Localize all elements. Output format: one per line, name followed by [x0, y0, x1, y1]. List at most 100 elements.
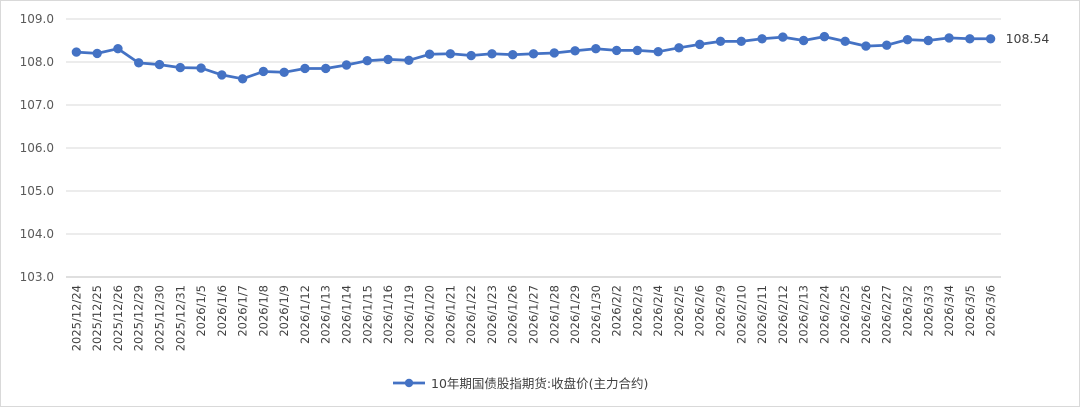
- x-tick-label: 2026/2/10: [734, 285, 748, 344]
- data-point: [611, 45, 622, 56]
- x-tick-label: 2026/1/21: [443, 285, 457, 344]
- data-point: [778, 32, 788, 42]
- data-point: [300, 63, 310, 74]
- data-point: [134, 58, 144, 68]
- data-point: [196, 63, 206, 73]
- data-point: [217, 70, 227, 80]
- x-tick-label: 2025/12/29: [132, 285, 146, 351]
- x-tick-label: 2025/12/31: [173, 285, 187, 351]
- data-point: [861, 41, 871, 51]
- x-tick-label: 2026/2/13: [797, 285, 811, 344]
- data-point: [92, 48, 102, 59]
- data-point: [237, 74, 248, 84]
- x-tick-label: 2026/1/19: [402, 285, 416, 344]
- data-point: [71, 47, 82, 57]
- data-point: [445, 49, 456, 59]
- data-point: [154, 59, 165, 70]
- data-point: [404, 55, 414, 65]
- data-point: [321, 63, 331, 74]
- data-point: [819, 31, 830, 42]
- legend-label: 10年期国债股指期货:收盘价(主力合约): [431, 376, 648, 391]
- data-point: [508, 49, 518, 60]
- data-point: [383, 54, 393, 65]
- data-point: [736, 36, 746, 47]
- x-tick-label: 2026/3/6: [984, 285, 998, 337]
- data-point: [113, 43, 123, 54]
- data-point: [923, 35, 933, 46]
- x-tick-label: 2026/2/12: [776, 285, 790, 344]
- x-tick-label: 2026/1/23: [485, 285, 499, 344]
- x-tick-label: 2026/1/20: [423, 285, 437, 344]
- data-point: [549, 48, 559, 58]
- x-tick-label: 2026/2/24: [817, 285, 831, 344]
- data-point: [840, 36, 850, 47]
- data-point: [570, 46, 580, 56]
- data-point: [341, 60, 352, 70]
- data-point: [757, 34, 767, 44]
- x-tick-label: 2026/2/4: [651, 285, 665, 337]
- y-tick-label: 103.0: [20, 270, 54, 284]
- x-tick-label: 2025/12/24: [69, 285, 83, 351]
- data-point: [279, 67, 289, 78]
- data-point: [882, 40, 892, 50]
- x-tick-label: 2026/3/5: [963, 285, 977, 337]
- x-tick-label: 2025/12/25: [90, 285, 104, 351]
- x-tick-label: 2026/2/9: [714, 285, 728, 337]
- data-point: [487, 49, 497, 59]
- x-tick-label: 2026/1/28: [547, 285, 561, 344]
- data-point: [424, 49, 435, 59]
- x-tick-label: 2026/2/6: [693, 285, 707, 337]
- x-tick-label: 2026/2/3: [630, 285, 644, 337]
- y-tick-label: 105.0: [20, 184, 54, 198]
- x-tick-label: 2026/1/7: [236, 285, 250, 337]
- x-tick-label: 2025/12/30: [153, 285, 167, 351]
- x-tick-label: 2026/1/9: [277, 285, 291, 337]
- data-point: [632, 45, 643, 56]
- x-tick-label: 2026/2/11: [755, 285, 769, 344]
- x-tick-label: 2026/1/27: [527, 285, 541, 344]
- data-point: [528, 49, 539, 59]
- x-tick-label: 2026/3/3: [921, 285, 935, 337]
- x-tick-label: 2026/2/2: [610, 285, 624, 337]
- y-tick-label: 106.0: [20, 141, 54, 155]
- data-point: [715, 36, 726, 47]
- data-point: [653, 46, 663, 57]
- x-tick-label: 2026/1/29: [568, 285, 582, 344]
- x-tick-label: 2026/1/30: [589, 285, 603, 344]
- data-label: 108.54: [1006, 31, 1050, 46]
- x-tick-label: 2026/1/8: [256, 285, 270, 337]
- data-point: [591, 43, 601, 54]
- legend-marker: [404, 378, 414, 388]
- x-tick-label: 2026/1/15: [360, 285, 374, 344]
- data-point: [175, 62, 185, 73]
- y-tick-label: 108.0: [20, 55, 54, 69]
- data-point: [798, 35, 809, 46]
- data-point: [965, 34, 975, 44]
- x-tick-label: 2026/1/14: [340, 285, 354, 344]
- y-tick-label: 109.0: [20, 12, 54, 26]
- x-tick-label: 2026/1/6: [215, 285, 229, 337]
- data-point: [258, 66, 269, 77]
- x-tick-label: 2025/12/26: [111, 285, 125, 351]
- data-point: [695, 39, 705, 50]
- x-tick-label: 2026/1/16: [381, 285, 395, 344]
- x-tick-label: 2026/3/2: [901, 285, 915, 337]
- x-tick-label: 2026/1/5: [194, 285, 208, 337]
- x-tick-label: 2026/2/5: [672, 285, 686, 337]
- x-tick-label: 2026/1/26: [506, 285, 520, 344]
- x-tick-label: 2026/1/22: [464, 285, 478, 344]
- x-tick-label: 2026/2/26: [859, 285, 873, 344]
- data-point: [466, 50, 476, 61]
- x-tick-label: 2026/2/27: [880, 285, 894, 344]
- y-tick-label: 107.0: [20, 98, 54, 112]
- x-tick-label: 2026/1/12: [298, 285, 312, 344]
- data-point: [902, 34, 913, 45]
- y-tick-label: 104.0: [20, 227, 54, 241]
- data-point: [362, 56, 372, 66]
- data-point: [674, 43, 684, 53]
- data-point: [985, 34, 996, 44]
- x-tick-label: 2026/3/4: [942, 285, 956, 337]
- data-point: [944, 33, 954, 43]
